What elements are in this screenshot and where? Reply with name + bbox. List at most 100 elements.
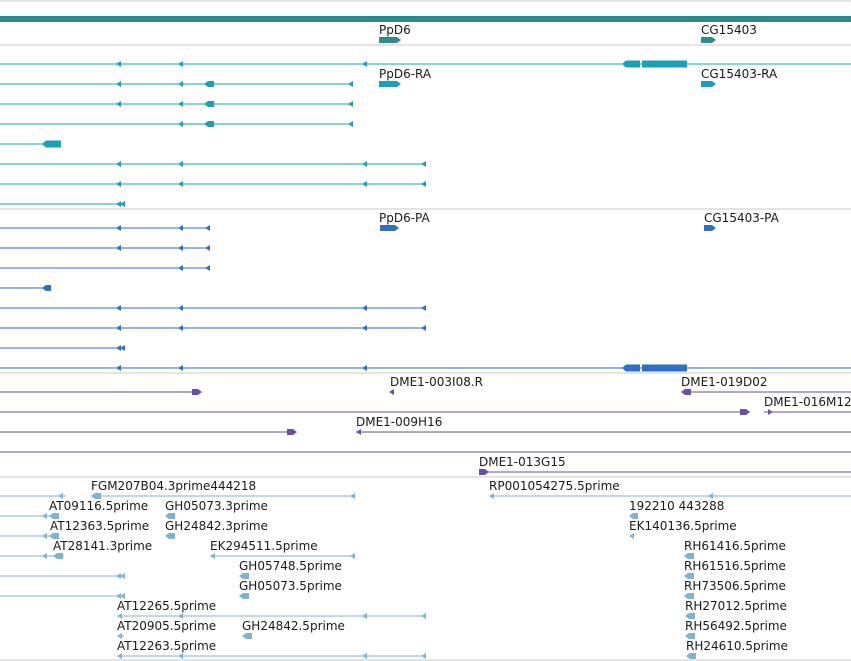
est-label[interactable]: GH05748.5prime (239, 559, 342, 573)
exon-box (704, 225, 716, 231)
exon-box (642, 60, 687, 68)
strand-arrow-left (210, 553, 215, 559)
strand-arrow-left (178, 121, 183, 127)
strand-arrow-left (178, 61, 183, 67)
exon-box (701, 81, 716, 87)
est-label[interactable]: EK140136.5prime (629, 519, 737, 533)
exon-box (49, 513, 59, 519)
strand-arrow-left (629, 533, 634, 539)
exon-box (642, 364, 687, 372)
strand-arrow-left (116, 245, 121, 251)
strand-arrow-left (362, 181, 367, 187)
exon-box (684, 593, 694, 599)
est-label[interactable]: AT12363.5prime (50, 519, 150, 533)
est-label[interactable]: RH24610.5prime (686, 639, 788, 653)
est-label[interactable]: RH61516.5prime (684, 559, 786, 573)
exon-box (242, 633, 252, 639)
strand-arrow-left (178, 245, 183, 251)
transcript-label[interactable]: CG15403-RA (701, 67, 778, 81)
exon-box (379, 37, 401, 43)
est-label[interactable]: RP001054275.5prime (489, 479, 620, 493)
est-label[interactable]: FGM207B04.3prime444218 (91, 479, 257, 493)
est-label[interactable]: AT12265.5prime (117, 599, 217, 613)
est-label[interactable]: AT20905.5prime (117, 619, 217, 633)
strand-arrow-left (116, 573, 121, 579)
exon-box (239, 573, 249, 579)
strand-arrow-left (116, 61, 121, 67)
exon-box (204, 81, 214, 87)
clone-label[interactable]: DME1-009H16 (356, 415, 443, 429)
gene-label[interactable]: PpD6 (379, 23, 411, 37)
clone-label[interactable]: DME1-016M12 (764, 395, 851, 409)
clone-label[interactable]: DME1-019D02 (681, 375, 768, 389)
exon-box (681, 389, 691, 395)
strand-arrow-left (421, 161, 426, 167)
strand-arrow-left (348, 101, 353, 107)
strand-arrow-left (178, 325, 183, 331)
strand-arrow-left (120, 593, 125, 599)
exon-box (684, 553, 694, 559)
clone-label[interactable]: DME1-013G15 (479, 455, 566, 469)
est-label[interactable]: AT09116.5prime (49, 499, 149, 513)
est-label[interactable]: RH61416.5prime (684, 539, 786, 553)
strand-arrow-left (42, 513, 47, 519)
strand-arrow-left (116, 365, 121, 371)
est-label[interactable]: AT12263.5prime (117, 639, 217, 653)
gene-span-bar (0, 16, 851, 22)
strand-arrow-left (178, 265, 183, 271)
transcript-label[interactable]: PpD6-RA (379, 67, 432, 81)
strand-arrow-left (348, 121, 353, 127)
strand-arrow-left (178, 81, 183, 87)
exon-box (380, 225, 399, 231)
exon-box (204, 121, 214, 127)
strand-arrow-left (116, 593, 121, 599)
est-label[interactable]: EK294511.5prime (210, 539, 318, 553)
strand-arrow-left (362, 365, 367, 371)
strand-arrow-left (116, 345, 121, 351)
strand-arrow-left (116, 305, 121, 311)
strand-arrow-left (120, 573, 125, 579)
strand-arrow-left (116, 81, 121, 87)
strand-arrow-left (178, 181, 183, 187)
exon-box (685, 633, 695, 639)
est-label[interactable]: AT28141.3prime (53, 539, 153, 553)
exon-box (239, 593, 249, 599)
strand-arrow-left (116, 225, 121, 231)
strand-arrow-left (421, 613, 426, 619)
est-label[interactable]: RH27012.5prime (685, 599, 787, 613)
est-label[interactable]: GH05073.5prime (239, 579, 342, 593)
est-label[interactable]: RH73506.5prime (684, 579, 786, 593)
est-label[interactable]: GH24842.5prime (242, 619, 345, 633)
strand-arrow-left (120, 201, 125, 207)
strand-arrow-left (205, 265, 210, 271)
est-label[interactable]: GH05073.3prime (165, 499, 268, 513)
est-label[interactable]: RH56492.5prime (685, 619, 787, 633)
strand-arrow-left (116, 101, 121, 107)
strand-arrow-left (178, 365, 183, 371)
exon-box (479, 469, 489, 475)
strand-arrow-left (350, 553, 355, 559)
est-label[interactable]: 192210 443288 (629, 499, 725, 513)
exon-box (622, 60, 640, 68)
strand-arrow-left (117, 613, 122, 619)
est-label[interactable]: GH24842.3prime (165, 519, 268, 533)
strand-arrow-left (178, 305, 183, 311)
exon-box (204, 101, 214, 107)
strand-arrow-left (205, 245, 210, 251)
transcript-label[interactable]: PpD6-PA (379, 211, 430, 225)
exon-box (740, 409, 750, 415)
strand-arrow-left (489, 493, 494, 499)
strand-arrow-left (421, 325, 426, 331)
exon-box (165, 513, 175, 519)
gene-label[interactable]: CG15403 (701, 23, 757, 37)
clone-label[interactable]: DME1-003I08.R (390, 375, 484, 389)
strand-arrow-left (117, 633, 122, 639)
transcript-label[interactable]: CG15403-PA (704, 211, 779, 225)
strand-arrow-left (350, 493, 355, 499)
strand-arrow-left (116, 161, 121, 167)
strand-arrow-left (362, 161, 367, 167)
strand-arrow-left (178, 225, 183, 231)
exon-box (629, 513, 638, 519)
